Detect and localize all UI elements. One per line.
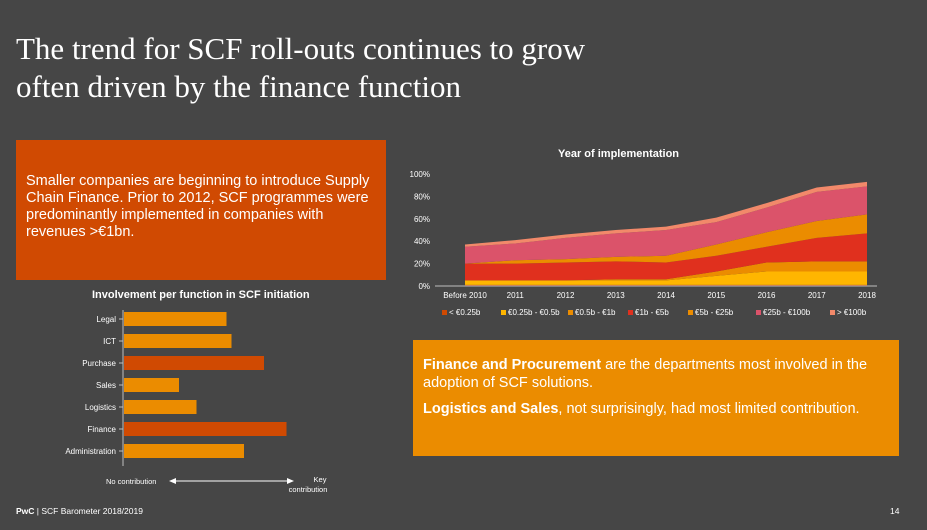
area-series-6 xyxy=(465,186,867,264)
bar-legal xyxy=(124,312,227,326)
legend-swatch xyxy=(501,310,506,315)
key-contribution-label: contribution xyxy=(289,485,328,494)
smaller-companies-text: Smaller companies are beginning to intro… xyxy=(26,173,370,240)
finance-procurement-rest: are the departments most involved in the… xyxy=(423,357,868,391)
bar-category-label: Administration xyxy=(65,447,116,456)
page-title-line-2: often driven by the finance function xyxy=(16,69,462,104)
x-tick-label: 2013 xyxy=(607,291,625,300)
finance-procurement-paragraph: Finance and Procurement are the departme… xyxy=(423,356,887,392)
y-tick-label: 40% xyxy=(414,237,430,246)
bar-sales xyxy=(124,378,179,392)
y-tick-label: 100% xyxy=(410,170,430,179)
legend-swatch xyxy=(688,310,693,315)
legend-swatch xyxy=(830,310,835,315)
bar-category-label: Purchase xyxy=(82,359,116,368)
x-tick-label: 2016 xyxy=(758,291,776,300)
legend-label: €0.25b - €0.5b xyxy=(508,308,560,317)
y-tick-label: 60% xyxy=(414,215,430,224)
bar-administration xyxy=(124,444,244,458)
page-number: 14 xyxy=(890,506,900,516)
bar-category-label: ICT xyxy=(103,337,116,346)
bar-category-label: Finance xyxy=(88,425,117,434)
legend-label: €5b - €25b xyxy=(695,308,734,317)
area-series-7 xyxy=(465,181,867,247)
page-title-line-1: The trend for SCF roll-outs continues to… xyxy=(16,31,586,66)
legend-swatch xyxy=(442,310,447,315)
bar-logistics xyxy=(124,400,197,414)
x-tick-label: Before 2010 xyxy=(443,291,487,300)
legend-label: €25b - €100b xyxy=(763,308,811,317)
x-tick-label: 2017 xyxy=(808,291,826,300)
logistics-sales-bold: Logistics and Sales xyxy=(423,401,559,417)
footer-brand: PwC xyxy=(16,506,35,516)
legend-label: €1b - €5b xyxy=(635,308,669,317)
arrow-right-icon xyxy=(287,478,294,484)
legend-swatch xyxy=(568,310,573,315)
legend-swatch xyxy=(756,310,761,315)
area-series-2 xyxy=(465,271,867,285)
bar-finance xyxy=(124,422,287,436)
y-tick-label: 0% xyxy=(418,282,430,291)
logistics-sales-rest: , not surprisingly, had most limited con… xyxy=(558,401,860,417)
no-contribution-label: No contribution xyxy=(106,477,156,486)
smaller-companies-callout: Smaller companies are beginning to intro… xyxy=(16,140,386,280)
area-chart-title: Year of implementation xyxy=(558,148,680,160)
legend-label: > €100b xyxy=(837,308,867,317)
bar-category-label: Sales xyxy=(96,381,116,390)
arrow-left-icon xyxy=(169,478,176,484)
key-label: Key xyxy=(314,475,327,484)
x-tick-label: 2018 xyxy=(858,291,876,300)
bar-purchase xyxy=(124,356,264,370)
x-tick-label: 2011 xyxy=(507,291,525,300)
legend-swatch xyxy=(628,310,633,315)
involvement-per-function-chart: Legal ICT Purchase Sales Logistics Finance Adm… xyxy=(65,310,328,494)
bar-chart-title: Involvement per function in SCF initiati… xyxy=(92,289,310,301)
area-series-4 xyxy=(465,233,867,281)
x-tick-label: 2014 xyxy=(657,291,675,300)
legend-label: €0.5b - €1b xyxy=(575,308,616,317)
area-series-3 xyxy=(465,261,867,281)
bar-category-label: Legal xyxy=(96,315,116,324)
y-tick-label: 20% xyxy=(414,260,430,269)
footer-text: | SCF Barometer 2018/2019 xyxy=(34,506,143,516)
bar-category-label: Logistics xyxy=(85,403,116,412)
year-of-implementation-chart: 0% 20% 40% 60% 80% 100% Before 2010 2011 2012 201… xyxy=(410,170,877,317)
finance-procurement-callout: Finance and Procurement are the departme… xyxy=(413,340,899,456)
x-tick-label: 2015 xyxy=(707,291,725,300)
area-series-5 xyxy=(465,214,867,264)
finance-procurement-bold: Finance and Procurement xyxy=(423,357,602,373)
x-tick-label: 2012 xyxy=(557,291,575,300)
logistics-sales-paragraph: Logistics and Sales, not surprisingly, h… xyxy=(423,400,887,418)
legend-label: < €0.25b xyxy=(449,308,481,317)
footer: PwC | SCF Barometer 2018/2019 xyxy=(16,506,143,516)
y-tick-label: 80% xyxy=(414,192,430,201)
page-title: The trend for SCF roll-outs continues to… xyxy=(16,30,896,106)
bar-ict xyxy=(124,334,232,348)
